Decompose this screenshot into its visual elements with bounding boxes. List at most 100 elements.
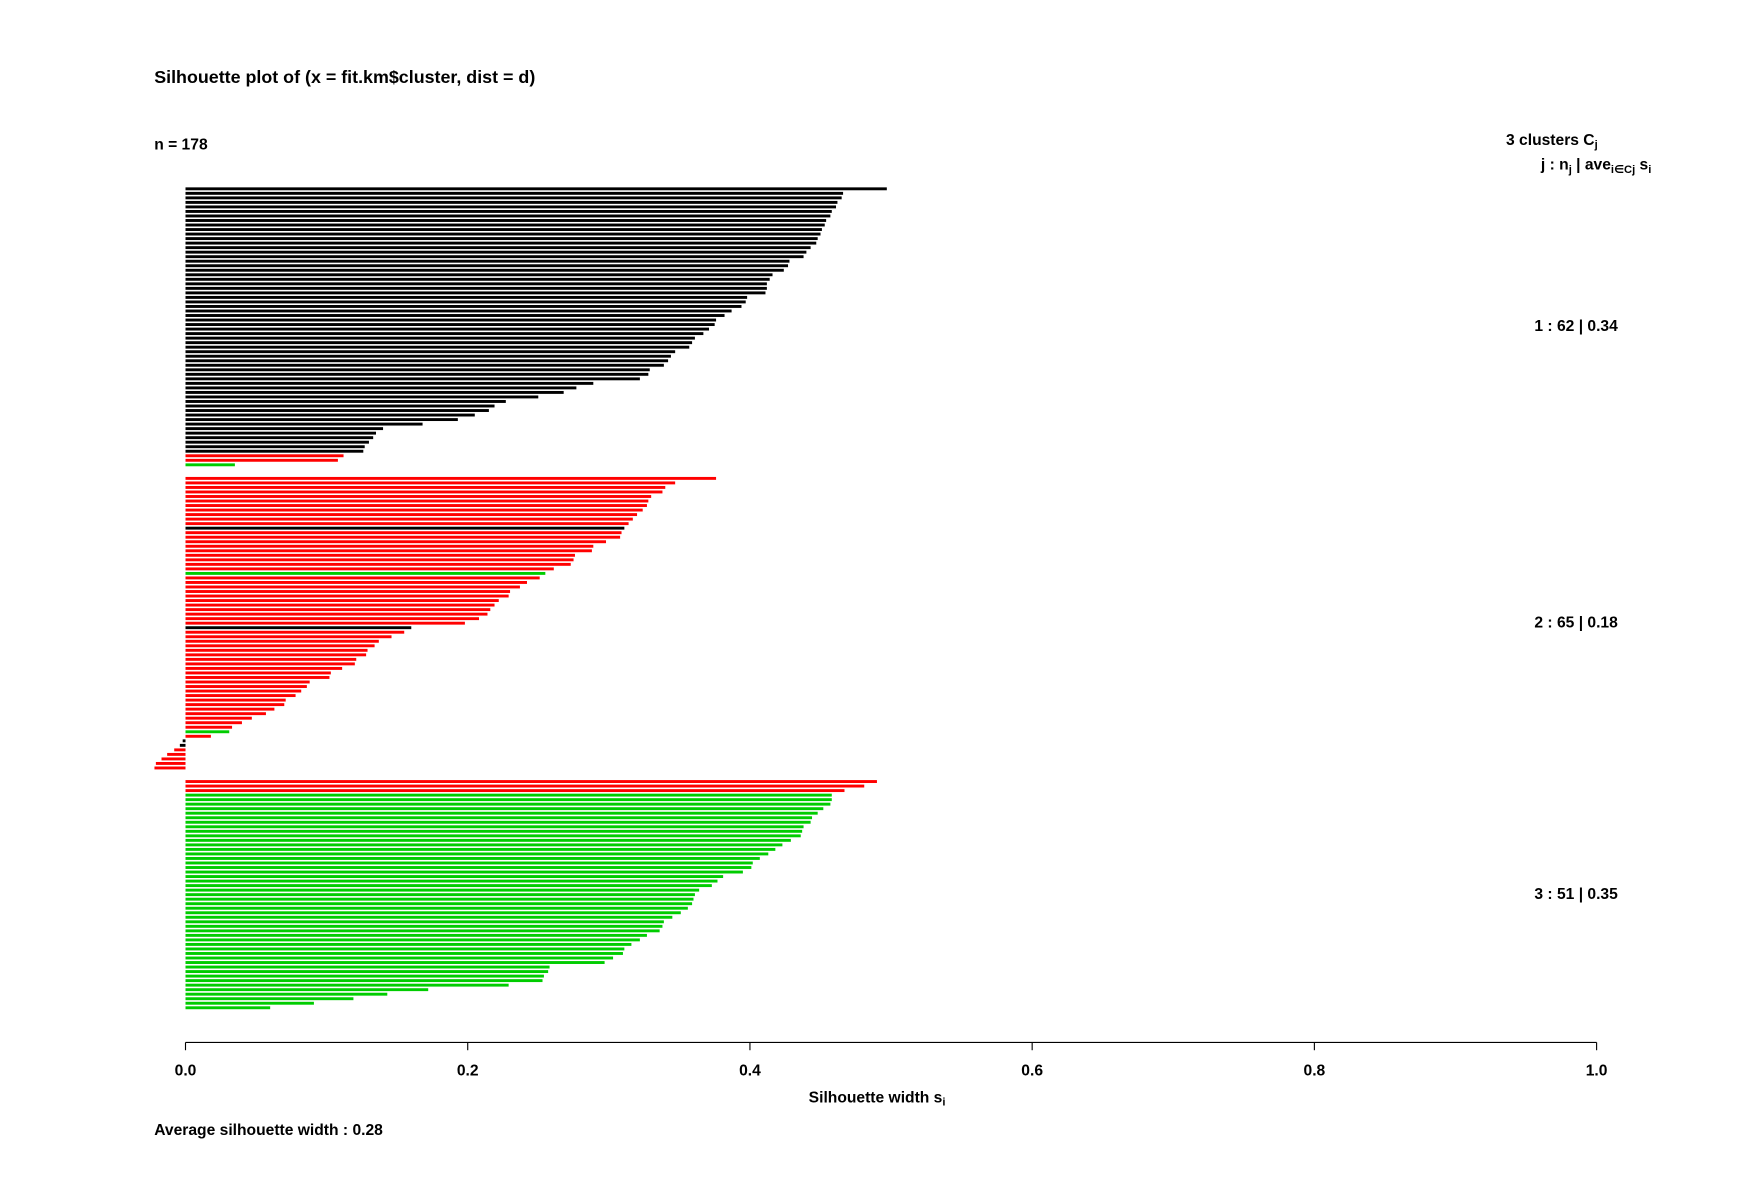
bar: [185, 341, 693, 345]
bar: [185, 933, 647, 937]
bar: [185, 191, 844, 195]
bar: [185, 988, 429, 992]
bar: [185, 381, 594, 385]
bar: [185, 612, 488, 616]
bar: [185, 323, 715, 327]
bar: [179, 743, 186, 747]
bar: [185, 418, 458, 422]
bar: [185, 544, 594, 548]
bar: [185, 504, 647, 507]
bar: [185, 685, 307, 688]
bar: [185, 843, 783, 847]
bar: [185, 965, 550, 969]
bar: [185, 409, 489, 412]
bar: [185, 268, 784, 272]
bar: [185, 662, 355, 666]
bar: [185, 866, 752, 869]
bar: [185, 875, 724, 879]
bar: [174, 748, 186, 752]
bar: [185, 676, 330, 679]
bar: [185, 327, 710, 331]
bar: [185, 517, 633, 521]
bar: [185, 300, 746, 304]
bar: [185, 983, 509, 987]
bar: [185, 558, 574, 562]
bar: [185, 581, 527, 584]
bar: [185, 187, 887, 191]
bar: [185, 241, 817, 245]
bar: [185, 246, 811, 250]
bar: [185, 259, 790, 263]
bar: [185, 852, 769, 856]
bar: [185, 635, 392, 639]
bar: [185, 513, 638, 517]
x-axis-label: Silhouette width si: [809, 1089, 946, 1108]
bar: [185, 721, 242, 725]
legend-sub-text: s: [1635, 156, 1648, 173]
bar: [185, 350, 676, 354]
legend-title-sub: j: [1594, 139, 1598, 151]
bar: [185, 282, 767, 286]
bar: [185, 526, 625, 530]
bar: [185, 372, 649, 376]
bar: [185, 906, 688, 910]
bar: [185, 816, 813, 820]
bar: [185, 495, 652, 498]
bar: [185, 318, 717, 322]
bar: [185, 277, 770, 281]
x-tick-label: 0.6: [1021, 1063, 1043, 1080]
cluster-label: 3 : 51 | 0.35: [1534, 886, 1618, 903]
bar: [185, 653, 367, 657]
bar: [185, 309, 732, 313]
bar: [185, 599, 499, 603]
x-axis-label-sub: i: [942, 1097, 945, 1109]
bar: [185, 522, 629, 526]
bar: [185, 535, 621, 539]
bar: [185, 336, 695, 340]
bar: [185, 780, 877, 783]
bar: [167, 752, 186, 756]
bar: [185, 205, 837, 209]
bar: [185, 947, 625, 951]
bar: [185, 789, 845, 793]
bar: [185, 956, 614, 960]
bar: [185, 345, 690, 349]
bar: [185, 499, 649, 503]
bar: [185, 549, 592, 553]
bar: [185, 395, 539, 399]
bar: [185, 540, 607, 544]
bar: [185, 436, 374, 440]
bar: [185, 390, 564, 394]
bar: [185, 377, 640, 381]
bar: [185, 857, 760, 860]
bar: [185, 576, 540, 580]
bar: [185, 942, 632, 946]
bar: [185, 639, 379, 643]
bar: [185, 807, 824, 811]
x-tick-label: 0.2: [457, 1063, 479, 1080]
x-tick-label: 1.0: [1586, 1063, 1608, 1080]
bar: [185, 897, 694, 901]
bar: [185, 979, 543, 983]
cluster-label: 1 : 62 | 0.34: [1534, 318, 1618, 335]
bar: [185, 567, 554, 571]
legend-sub-text: j : n: [1540, 156, 1569, 173]
bar: [185, 214, 831, 218]
bar: [185, 413, 475, 417]
bar: [185, 671, 331, 675]
bar: [185, 431, 377, 435]
bar: [185, 332, 704, 336]
bar: [185, 427, 384, 431]
bar: [161, 757, 186, 761]
bar: [185, 811, 818, 815]
bar: [185, 485, 666, 489]
bar: [185, 400, 506, 403]
bar: [185, 870, 743, 874]
bar: [185, 694, 296, 698]
legend-subtitle: j : nj | avei∈Cj si: [1540, 156, 1651, 175]
x-tick-label: 0.4: [739, 1063, 761, 1080]
bar: [185, 666, 343, 670]
bar: [185, 680, 310, 684]
x-axis-label-text: Silhouette width s: [809, 1089, 943, 1106]
bar: [185, 884, 712, 888]
